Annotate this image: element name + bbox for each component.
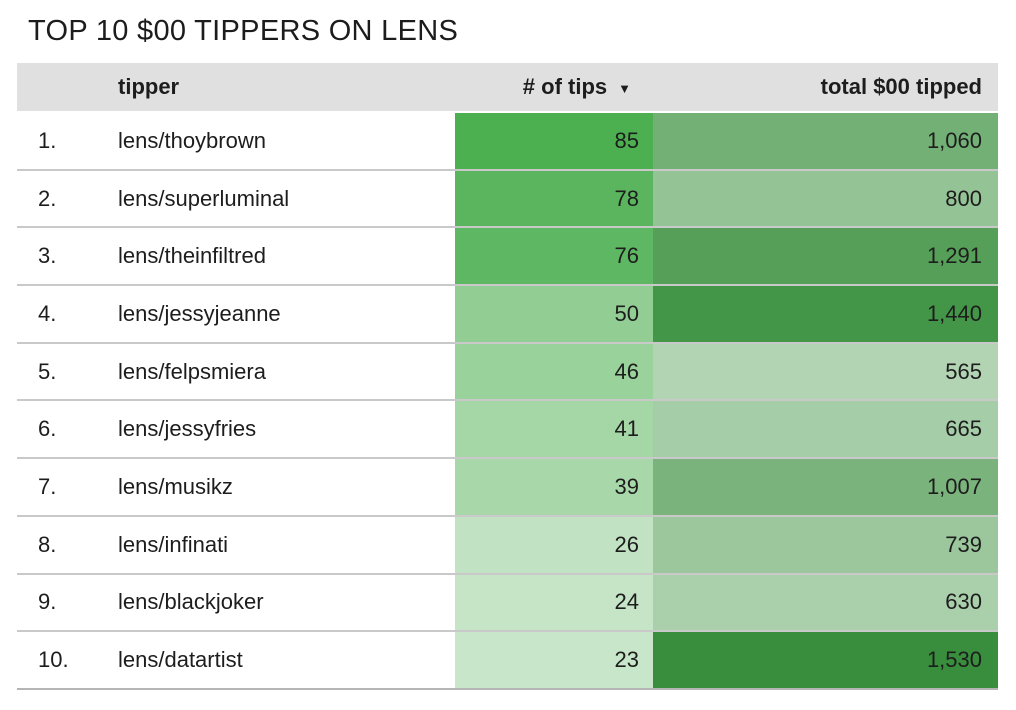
table-row: 2. lens/superluminal 78 800 [17, 170, 998, 229]
total-cell: 1,530 [653, 632, 998, 688]
tipper-cell: lens/musikz [118, 473, 233, 499]
tips-cell: 24 [455, 574, 653, 631]
col-header-tips[interactable]: # of tips ▼ [455, 74, 653, 100]
table-body: 1. lens/thoybrown 85 1,060 2. lens/super… [17, 113, 998, 690]
page-title: TOP 10 $00 TIPPERS ON LENS [28, 15, 459, 47]
sort-desc-icon: ▼ [618, 80, 631, 96]
total-cell: 565 [653, 343, 998, 400]
rank-cell: 3. [38, 243, 57, 269]
tips-cell: 46 [455, 343, 653, 400]
table-row: 5. lens/felpsmiera 46 565 [17, 343, 998, 402]
rank-cell: 7. [38, 473, 57, 499]
tipper-cell: lens/jessyfries [118, 416, 257, 442]
total-cell: 1,060 [653, 113, 998, 169]
col-header-total[interactable]: total $00 tipped [820, 74, 982, 99]
tippers-table: tipper # of tips ▼ total $00 tipped 1. l… [17, 63, 998, 690]
total-cell: 1,291 [653, 228, 998, 285]
tipper-cell: lens/superluminal [118, 185, 290, 211]
col-header-tips-label: # of tips [522, 74, 608, 99]
table-row: 6. lens/jessyfries 41 665 [17, 401, 998, 460]
rank-cell: 1. [38, 127, 57, 153]
tips-cell: 41 [455, 401, 653, 458]
tips-cell: 85 [455, 113, 653, 169]
table-row: 10. lens/datartist 23 1,530 [17, 632, 998, 690]
tipper-cell: lens/felpsmiera [118, 358, 266, 384]
tipper-cell: lens/datartist [118, 647, 243, 673]
table-row: 1. lens/thoybrown 85 1,060 [17, 113, 998, 171]
rank-cell: 4. [38, 300, 57, 326]
total-cell: 630 [653, 574, 998, 631]
rank-cell: 9. [38, 589, 57, 615]
tips-cell: 26 [455, 516, 653, 573]
rank-cell: 5. [38, 358, 57, 384]
rank-cell: 6. [38, 416, 57, 442]
tipper-cell: lens/jessyjeanne [118, 300, 281, 326]
table-row: 8. lens/infinati 26 739 [17, 516, 998, 575]
tipper-cell: lens/infinati [118, 531, 229, 557]
rank-cell: 8. [38, 531, 57, 557]
table-row: 3. lens/theinfiltred 76 1,291 [17, 228, 998, 287]
tipper-cell: lens/blackjoker [118, 589, 264, 615]
total-cell: 1,007 [653, 459, 998, 515]
table-header-row: tipper # of tips ▼ total $00 tipped [17, 63, 998, 111]
total-cell: 739 [653, 516, 998, 573]
rank-cell: 10. [38, 647, 69, 673]
tipper-cell: lens/thoybrown [118, 127, 266, 153]
rank-cell: 2. [38, 185, 57, 211]
tips-cell: 39 [455, 459, 653, 515]
total-cell: 800 [653, 170, 998, 227]
tips-cell: 76 [455, 228, 653, 285]
table-row: 7. lens/musikz 39 1,007 [17, 459, 998, 517]
tips-cell: 23 [455, 632, 653, 688]
tips-cell: 50 [455, 286, 653, 342]
tips-cell: 78 [455, 170, 653, 227]
table-row: 9. lens/blackjoker 24 630 [17, 574, 998, 633]
total-cell: 665 [653, 401, 998, 458]
col-header-tipper[interactable]: tipper [118, 74, 180, 99]
table-row: 4. lens/jessyjeanne 50 1,440 [17, 286, 998, 344]
tipper-cell: lens/theinfiltred [118, 243, 266, 269]
total-cell: 1,440 [653, 286, 998, 342]
